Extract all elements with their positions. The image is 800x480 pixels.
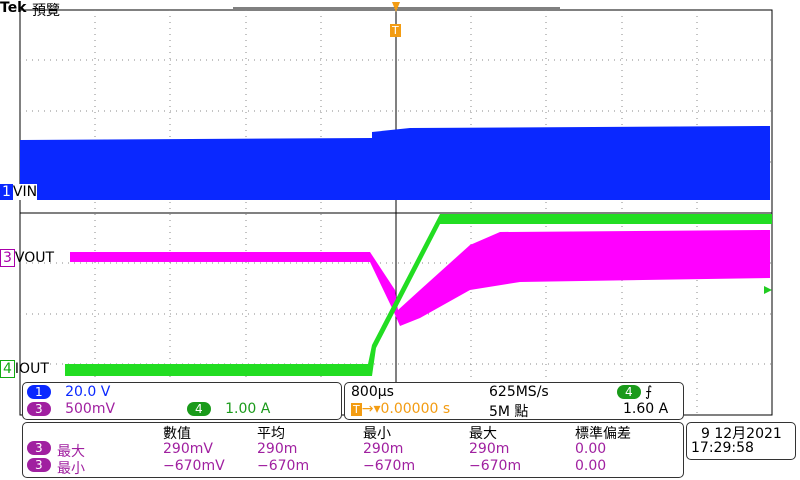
trigger-level: 1.60 A	[623, 401, 669, 417]
ch-name: VOUT	[14, 250, 55, 266]
column-header: 標準偏差	[575, 426, 631, 442]
scale: 500mV	[65, 401, 116, 417]
ch-num: 4	[0, 360, 15, 378]
timebase-panel: 800µs 625MS/s 4 ⨍ T →▾0.00000 s 5M 點 1.60…	[344, 382, 684, 420]
ch1-scale: 1 20.0 V	[27, 384, 110, 400]
row-channel: 3	[27, 441, 51, 455]
column-header: 最大	[469, 426, 497, 442]
trigger-position: T →▾0.00000 s	[351, 401, 451, 417]
scale: 20.0 V	[65, 384, 111, 400]
cell: 290mV	[163, 441, 213, 457]
ch3-scale: 3 500mV	[27, 401, 115, 417]
vin-trace	[20, 126, 770, 200]
date: 9 12月2021	[701, 426, 782, 442]
badge: 4	[187, 402, 211, 416]
badge: 4	[617, 385, 641, 399]
cell: 0.00	[575, 458, 607, 474]
cell: −670m	[469, 458, 522, 474]
time: 17:29:58	[691, 440, 754, 456]
ch-name: IOUT	[14, 361, 49, 377]
ch-num: 3	[0, 249, 15, 267]
brand: Tek	[0, 0, 27, 16]
measurement-panel: 數值 平均 最小 最大 標準偏差 3 最大 290mV 290m 290m 290m 0.00 3 最小 −…	[22, 422, 684, 478]
row-name: 最小	[57, 461, 85, 477]
cell: 290m	[257, 441, 298, 457]
row-channel: 3	[27, 458, 51, 472]
time-per-div: 800µs	[351, 384, 394, 400]
datetime-panel: 9 12月2021 17:29:58	[686, 422, 796, 460]
ch3-label: 3 VOUT	[0, 249, 55, 267]
cell: −670m	[257, 458, 310, 474]
mode: 預覽	[32, 3, 60, 19]
trigger-level-marker	[764, 286, 772, 294]
cell: 0.00	[575, 441, 607, 457]
value: 0.00000 s	[380, 401, 451, 417]
column-header: 最小	[363, 426, 391, 442]
column-header: 平均	[257, 426, 285, 442]
vout-trace	[70, 230, 770, 326]
row-name: 最大	[57, 444, 85, 460]
ch-name: VIN	[12, 184, 38, 200]
ch1-label: 1 VIN	[0, 184, 38, 200]
cell: −670mV	[163, 458, 225, 474]
ch-num: 1	[0, 184, 13, 200]
cell: 290m	[363, 441, 404, 457]
ch4-label: 4 IOUT	[0, 360, 49, 378]
trigger-marker: T	[390, 24, 401, 37]
cell: −670m	[363, 458, 416, 474]
record-length: 5M 點	[489, 404, 529, 420]
ch4-scale: 4 1.00 A	[187, 401, 270, 417]
column-header: 數值	[163, 426, 191, 442]
channel-panel: 1 20.0 V 3 500mV 4 1.00 A	[22, 382, 342, 420]
t-icon: T	[351, 403, 362, 416]
badge: 3	[27, 402, 51, 416]
trigger-pos-marker	[392, 2, 400, 12]
graticule	[19, 2, 773, 416]
cell: 290m	[469, 441, 510, 457]
sample-rate: 625MS/s	[489, 384, 549, 400]
scale: 1.00 A	[225, 401, 271, 417]
badge: 1	[27, 385, 51, 399]
trigger-channel: 4 ⨍	[617, 384, 652, 400]
